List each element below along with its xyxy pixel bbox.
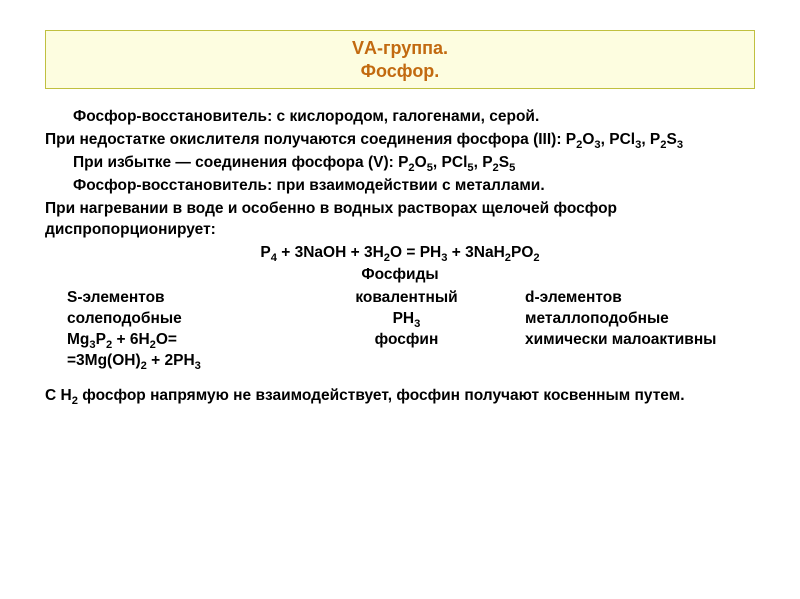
col-c-row4: [308, 351, 505, 372]
col-s-row4: =3Mg(OH)2 + 2PH3: [45, 351, 308, 372]
para-1a: Фосфор-восстановитель: с кислородом, гал…: [45, 107, 755, 128]
equation-1: P4 + 3NaOH + 3H2O = PH3 + 3NaH2PO2: [45, 243, 755, 264]
columns-row-1: S-элементов ковалентный d-элементов: [45, 288, 755, 309]
para-2: При избытке — соединения фосфора (V): P2…: [45, 153, 755, 174]
title-line-1: VА-группа.: [54, 37, 746, 60]
para-3b: При нагревании в воде и особенно в водны…: [45, 199, 755, 241]
title-line-2: Фосфор.: [54, 60, 746, 83]
title-box: VА-группа. Фосфор.: [45, 30, 755, 89]
para-3a: Фосфор-восстановитель: при взаимодействи…: [45, 176, 755, 197]
col-d-row2: металлоподобные: [505, 309, 755, 330]
spacer: [45, 372, 755, 386]
slide-body: Фосфор-восстановитель: с кислородом, гал…: [45, 107, 755, 407]
columns-row-3: Mg3P2 + 6H2O= фосфин химически малоактив…: [45, 330, 755, 351]
slide: VА-группа. Фосфор. Фосфор-восстановитель…: [0, 0, 800, 429]
col-c-row3: фосфин: [308, 330, 505, 351]
columns-row-4: =3Mg(OH)2 + 2PH3: [45, 351, 755, 372]
col-c-row1: ковалентный: [308, 288, 505, 309]
para-1b-text: При недостатке окислителя получаются сое…: [45, 131, 683, 148]
para-3a-text: Фосфор-восстановитель: при взаимодействи…: [73, 177, 545, 194]
col-s-row1: S-элементов: [45, 288, 308, 309]
para-last: С H2 фосфор напрямую не взаимодействует,…: [45, 386, 755, 407]
columns-row-2: солеподобные PH3 металлоподобные: [45, 309, 755, 330]
col-c-row2: PH3: [308, 309, 505, 330]
col-d-row4: [505, 351, 755, 372]
para-1a-text: Фосфор-восстановитель: с кислородом, гал…: [73, 108, 539, 125]
para-last-text: С H2 фосфор напрямую не взаимодействует,…: [45, 387, 685, 404]
para-3b-text: При нагревании в воде и особенно в водны…: [45, 200, 617, 238]
col-s-row2: солеподобные: [45, 309, 308, 330]
para-2-text: При избытке — соединения фосфора (V): P2…: [73, 154, 515, 171]
phosphides-heading: Фосфиды: [45, 265, 755, 286]
col-d-row3: химически малоактивны: [505, 330, 755, 351]
col-d-row1: d-элементов: [505, 288, 755, 309]
para-1b: При недостатке окислителя получаются сое…: [45, 130, 755, 151]
col-s-row3: Mg3P2 + 6H2O=: [45, 330, 308, 351]
